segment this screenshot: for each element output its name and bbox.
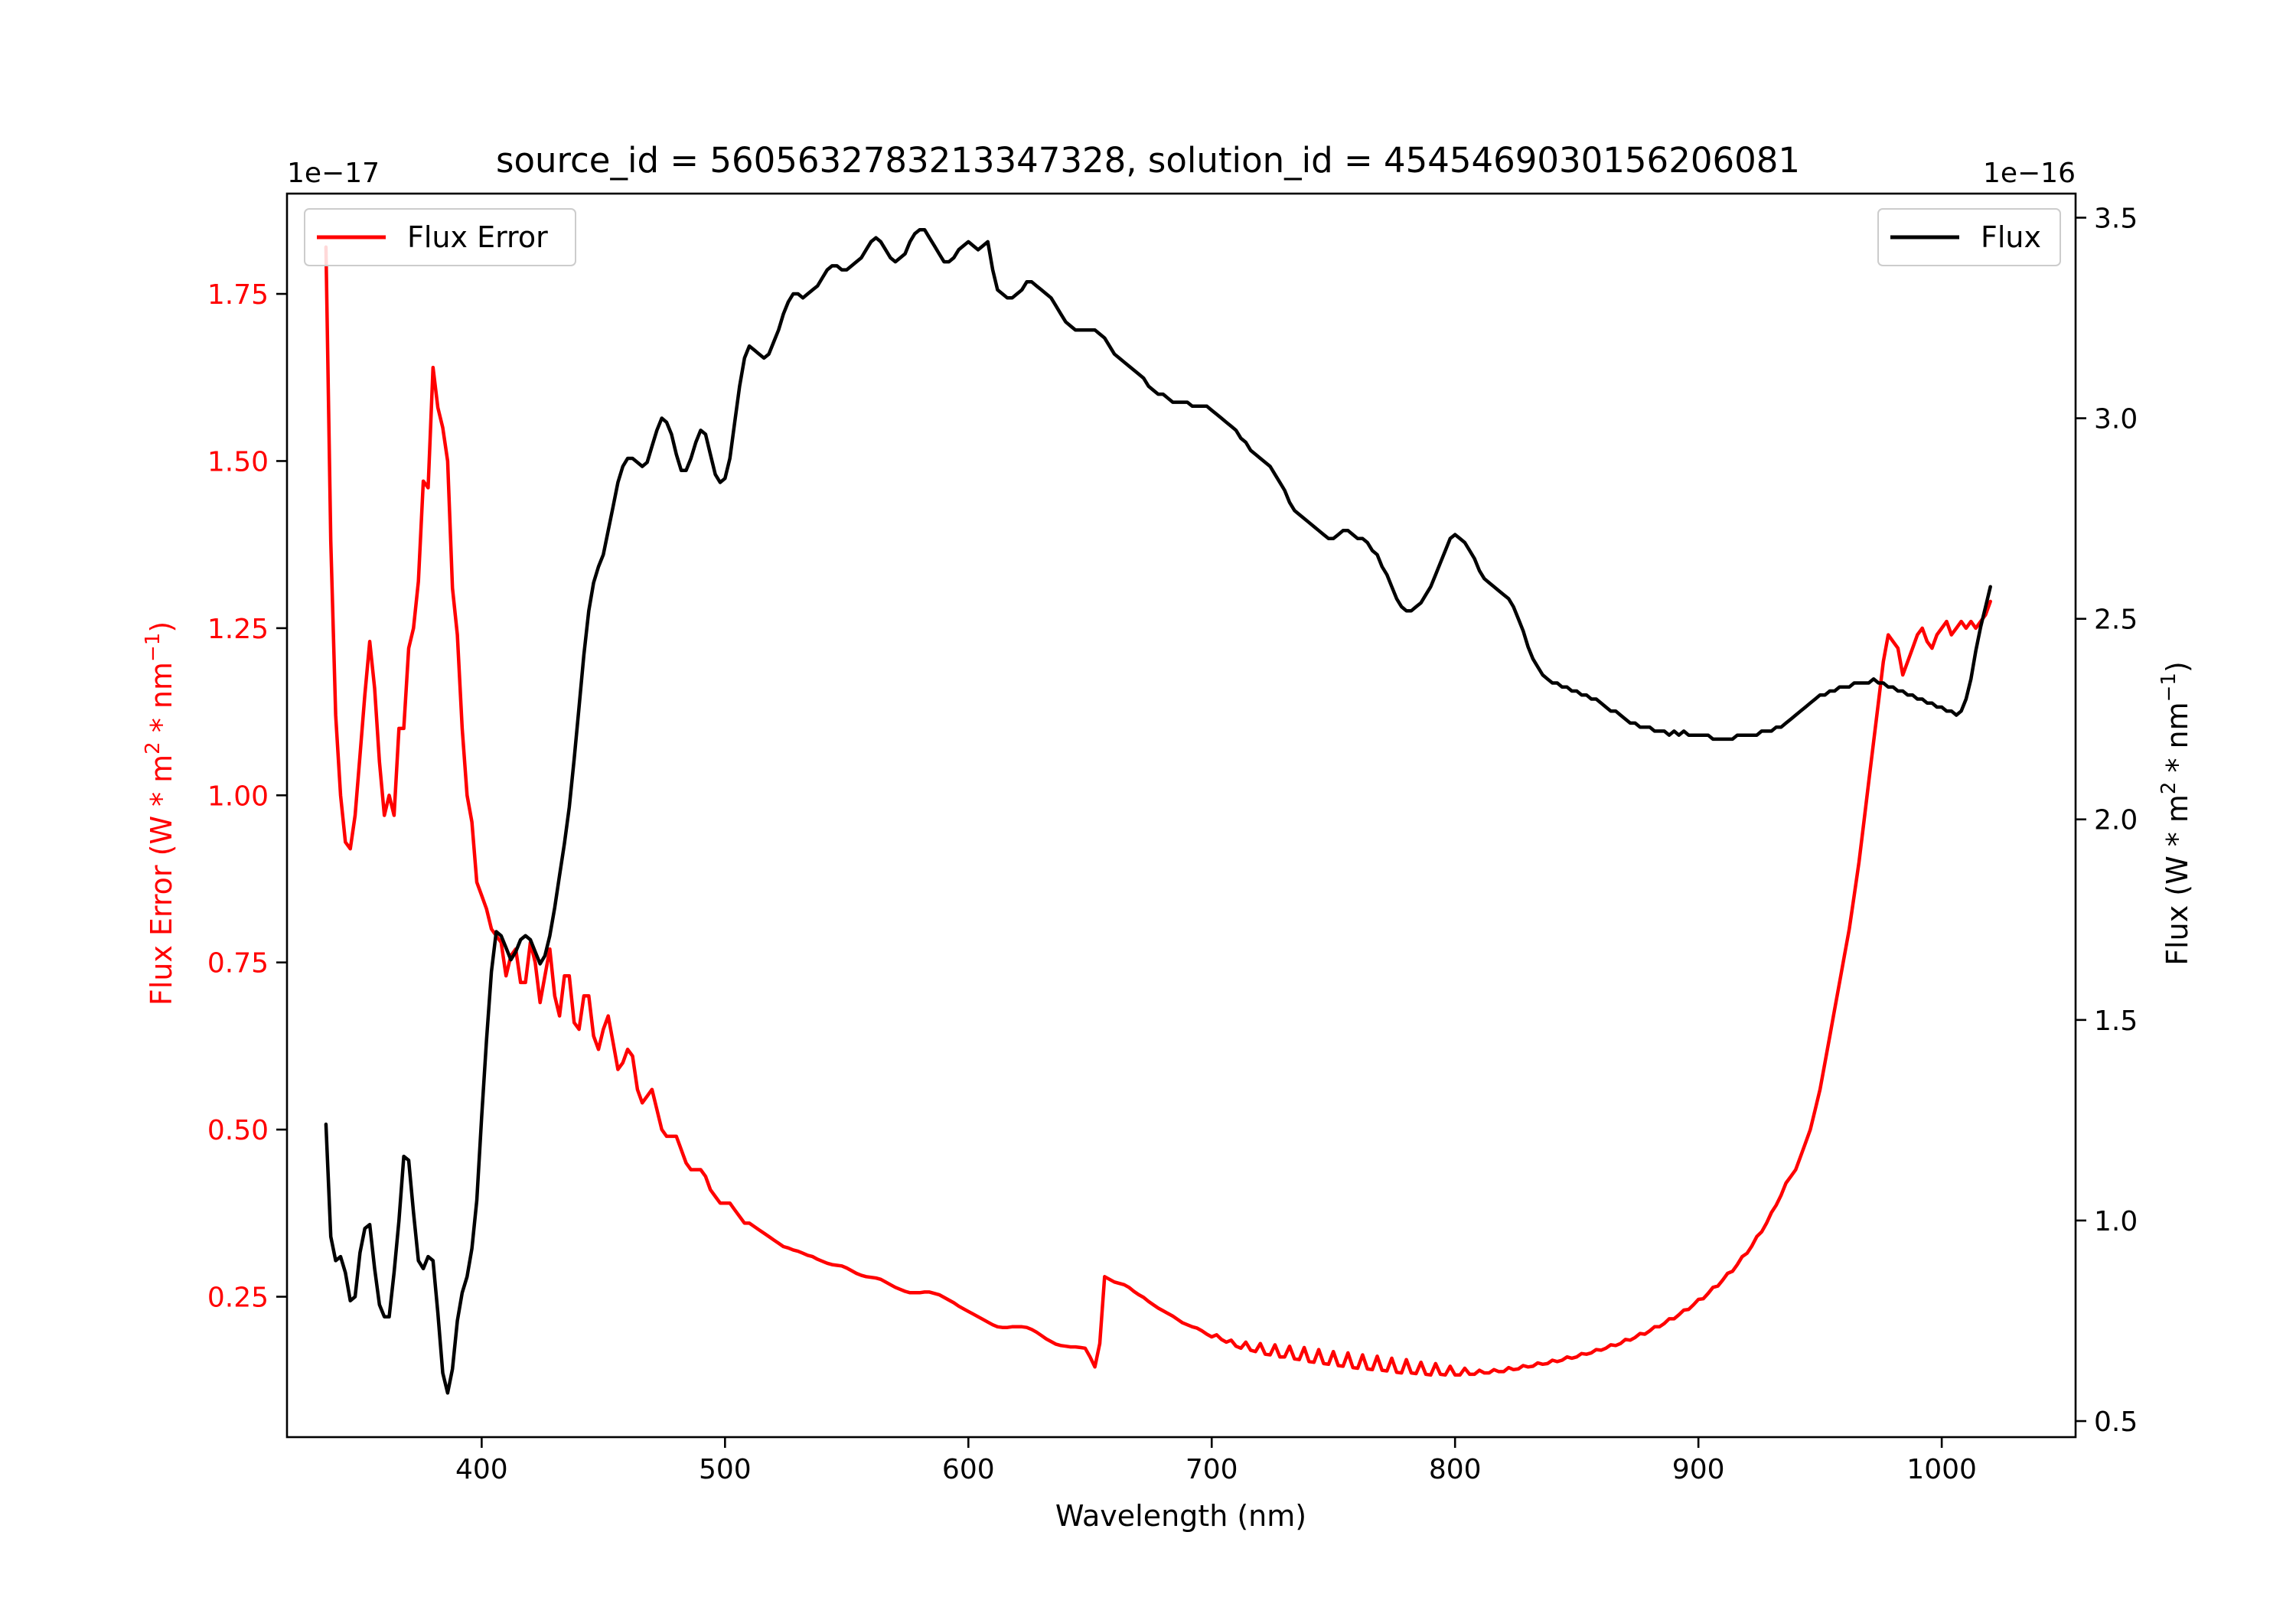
- x-tick-label: 500: [699, 1454, 752, 1485]
- legend-flux-box: [1877, 208, 2061, 266]
- right-tick-label: 0.5: [2094, 1407, 2138, 1438]
- x-tick-label: 700: [1186, 1454, 1238, 1485]
- left-axis-label-squared: 2: [142, 742, 165, 755]
- legend-flux-label: Flux: [1981, 220, 2041, 254]
- right-axis-label-main: Flux (W * m: [2161, 794, 2194, 966]
- legend-flux-error: Flux Error: [304, 208, 576, 266]
- right-axis-label-squared: 2: [2157, 782, 2180, 795]
- chart-title: source_id = 5605632783213347328, solutio…: [496, 140, 1800, 181]
- left-axis-label: Flux Error (W * m2 * nm−1): [142, 621, 178, 1006]
- left-axis-label-inverse: −1: [142, 633, 165, 662]
- plot-lines: [324, 227, 1992, 1395]
- left-axis-offset: 1e−17: [287, 158, 380, 189]
- series-line-flux-error: [324, 245, 1992, 1377]
- right-tick-label: 3.0: [2094, 404, 2138, 435]
- right-tick-label: 1.0: [2094, 1206, 2138, 1237]
- left-tick-label: 1.75: [207, 279, 269, 311]
- left-axis-label-close: ): [145, 621, 178, 633]
- right-axis-ticks: 0.5 1.0 1.5 2.0 2.5 3.0 3.5: [2076, 203, 2138, 1438]
- left-tick-label: 0.25: [207, 1283, 269, 1314]
- right-tick-label: 3.5: [2094, 203, 2138, 234]
- plot-frame: [285, 192, 2077, 1439]
- left-tick-label: 1.25: [207, 614, 269, 645]
- right-axis-label-inverse: −1: [2157, 673, 2180, 702]
- legend-flux-error-label: Flux Error: [407, 220, 548, 254]
- x-axis-ticks: 400 500 600 700 800 900 1000: [455, 1437, 1977, 1485]
- left-tick-label: 0.75: [207, 948, 269, 980]
- left-tick-label: 1.50: [207, 446, 269, 478]
- legend-flux: Flux: [1877, 208, 2061, 266]
- series-line-flux: [324, 227, 1992, 1395]
- right-tick-label: 1.5: [2094, 1006, 2138, 1037]
- left-axis-ticks: 0.25 0.50 0.75 1.00 1.25 1.50 1.75: [207, 279, 287, 1314]
- x-tick-label: 1000: [1906, 1454, 1977, 1485]
- x-tick-label: 900: [1672, 1454, 1725, 1485]
- left-tick-label: 1.00: [207, 781, 269, 812]
- x-tick-label: 400: [455, 1454, 508, 1485]
- right-tick-label: 2.5: [2094, 605, 2138, 636]
- right-tick-label: 2.0: [2094, 805, 2138, 836]
- left-axis-label-unit: * nm: [145, 662, 178, 742]
- right-axis-label-close: ): [2161, 661, 2194, 673]
- x-tick-label: 800: [1429, 1454, 1482, 1485]
- right-axis-offset: 1e−16: [1983, 158, 2076, 189]
- right-axis-label-unit: * nm: [2161, 702, 2194, 781]
- legend-flux-error-box: [304, 208, 576, 266]
- left-axis-label-main: Flux Error (W * m: [145, 755, 178, 1006]
- left-tick-label: 0.50: [207, 1115, 269, 1146]
- x-axis-label: Wavelength (nm): [1055, 1499, 1306, 1533]
- right-axis-label: Flux (W * m2 * nm−1): [2157, 661, 2194, 966]
- x-tick-label: 600: [942, 1454, 995, 1485]
